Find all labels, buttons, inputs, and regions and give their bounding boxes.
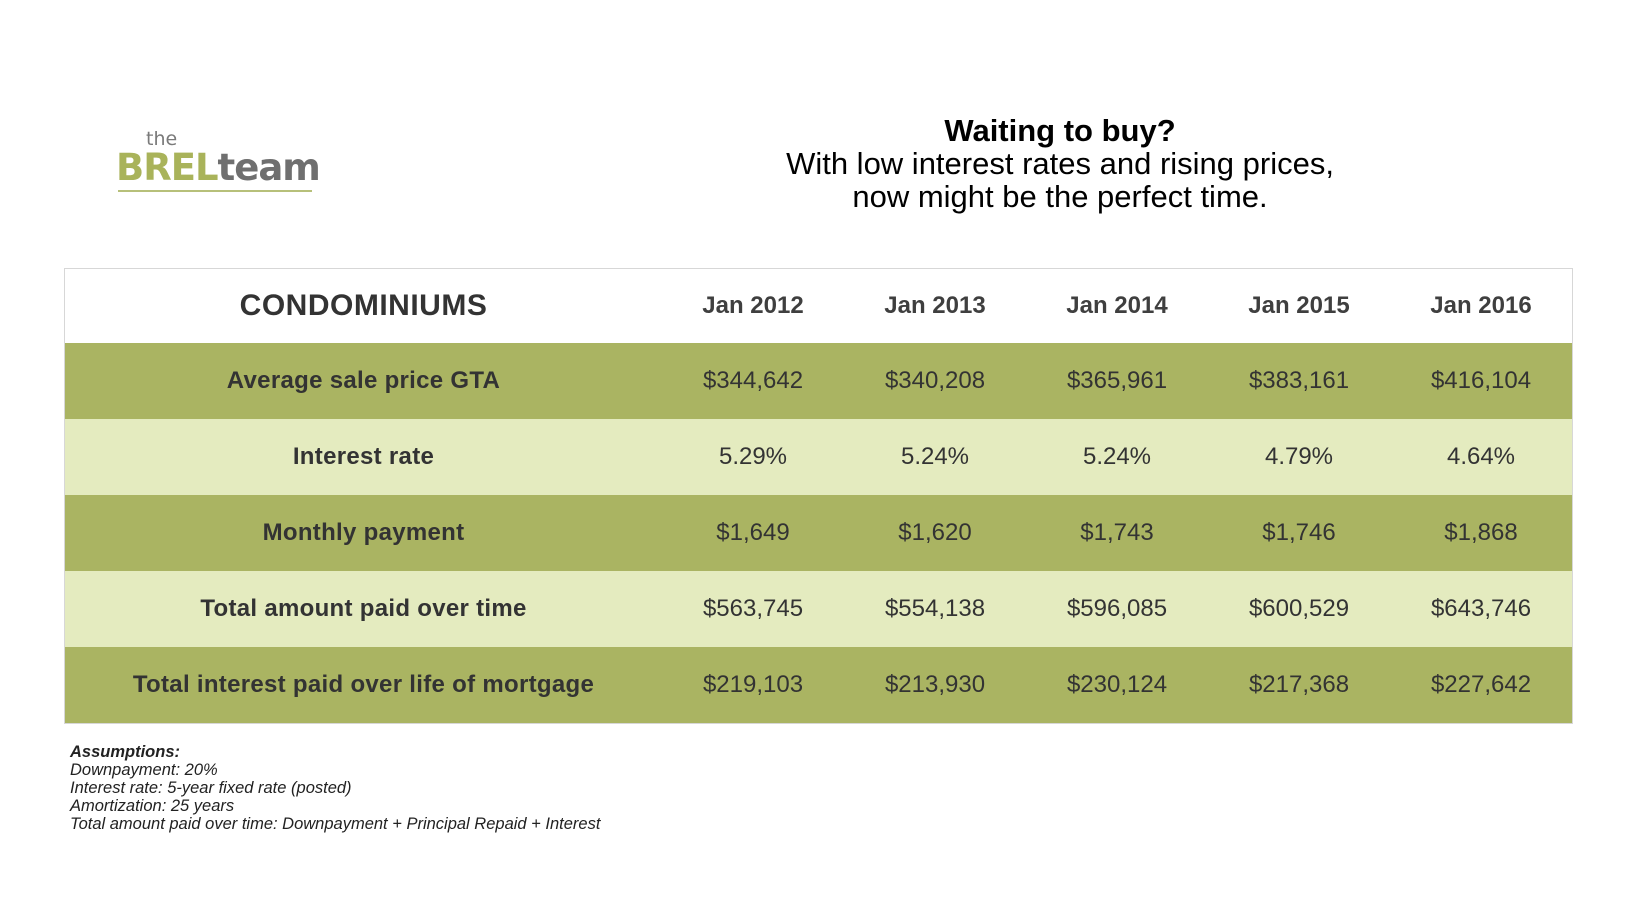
table-cell: $416,104 <box>1430 367 1532 394</box>
table-row: Monthly payment $1,649 $1,620 $1,743 $1,… <box>65 495 1572 571</box>
row-label: Total interest paid over life of mortgag… <box>132 671 595 698</box>
table-cell: $213,930 <box>884 671 986 698</box>
table-cell: $227,642 <box>1430 671 1532 698</box>
logo-wordmark: BRELteam <box>116 146 321 189</box>
table-cell: $554,138 <box>884 595 986 622</box>
table-cell: $1,868 <box>1444 519 1518 546</box>
table-cell: 5.24% <box>1082 443 1152 470</box>
column-header-year: Jan 2016 <box>1430 292 1532 319</box>
assumptions-heading: Assumptions: <box>70 743 181 761</box>
column-header-year: Jan 2014 <box>1066 292 1168 319</box>
table-cell: $365,961 <box>1066 367 1168 394</box>
condo-table: CONDOMINIUMS Jan 2012 Jan 2013 Jan 2014 … <box>64 268 1573 724</box>
table-cell: $230,124 <box>1066 671 1168 698</box>
table-cell: $340,208 <box>884 367 986 394</box>
assumption-line: Total amount paid over time: Downpayment… <box>70 815 601 833</box>
table-cell: $600,529 <box>1248 595 1350 622</box>
table-cell: $383,161 <box>1248 367 1350 394</box>
table-cell: $217,368 <box>1248 671 1350 698</box>
table-row: Average sale price GTA $344,642 $340,208… <box>65 343 1572 419</box>
assumptions-notes: Assumptions: Downpayment: 20% Interest r… <box>70 743 600 833</box>
headline-title: Waiting to buy? <box>944 113 1176 148</box>
table-cell: $344,642 <box>702 367 804 394</box>
table-row: Interest rate 5.29% 5.24% 5.24% 4.79% 4.… <box>65 419 1572 495</box>
table-cell: $1,620 <box>898 519 972 546</box>
data-table: CONDOMINIUMS Jan 2012 Jan 2013 Jan 2014 … <box>65 269 1572 723</box>
table-cell: $1,743 <box>1080 519 1154 546</box>
table-cell: $1,649 <box>716 519 790 546</box>
logo-team-text: team <box>217 146 321 189</box>
table-cell: $219,103 <box>702 671 804 698</box>
logo-brel-text: BREL <box>116 146 219 189</box>
table-cell: 4.64% <box>1446 443 1516 470</box>
logo-the-text: the <box>146 128 178 150</box>
row-label: Interest rate <box>292 443 435 470</box>
table-row: Total interest paid over life of mortgag… <box>65 647 1572 723</box>
column-header-year: Jan 2012 <box>702 292 804 319</box>
headline-line-2: now might be the perfect time. <box>852 179 1268 214</box>
assumption-line: Amortization: 25 years <box>70 797 235 815</box>
table-cell: 5.29% <box>718 443 788 470</box>
column-header-year: Jan 2015 <box>1248 292 1350 319</box>
headline-line-1: With low interest rates and rising price… <box>786 146 1334 181</box>
table-header-row: CONDOMINIUMS Jan 2012 Jan 2013 Jan 2014 … <box>65 269 1572 343</box>
table-cell: 4.79% <box>1264 443 1334 470</box>
row-label: Average sale price GTA <box>226 367 501 394</box>
table-cell: $596,085 <box>1066 595 1168 622</box>
row-label: Total amount paid over time <box>200 595 527 622</box>
assumption-line: Downpayment: 20% <box>70 761 218 779</box>
table-title: CONDOMINIUMS <box>239 289 488 322</box>
assumption-line: Interest rate: 5-year fixed rate (posted… <box>70 779 352 797</box>
logo-underline <box>118 190 312 192</box>
headline: Waiting to buy? With low interest rates … <box>780 114 1340 213</box>
table-cell: $643,746 <box>1430 595 1532 622</box>
row-label: Monthly payment <box>262 519 465 546</box>
table-cell: $563,745 <box>702 595 804 622</box>
column-header-year: Jan 2013 <box>884 292 986 319</box>
table-cell: $1,746 <box>1262 519 1336 546</box>
table-row: Total amount paid over time $563,745 $55… <box>65 571 1572 647</box>
table-cell: 5.24% <box>900 443 970 470</box>
